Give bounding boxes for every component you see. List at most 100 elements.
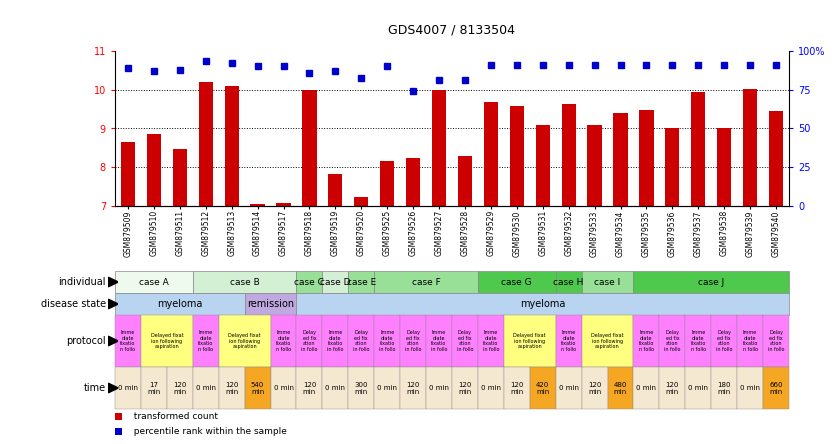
Text: time: time (83, 383, 106, 393)
Bar (607, 367, 634, 409)
Bar (613, 113, 628, 206)
Text: Imme
diate
fixatio
in follo: Imme diate fixatio in follo (483, 330, 499, 352)
Bar (115, 293, 244, 315)
Text: GDS4007 / 8133504: GDS4007 / 8133504 (389, 24, 515, 36)
Bar (555, 367, 581, 409)
Polygon shape (108, 383, 118, 393)
Text: 0 min: 0 min (559, 385, 579, 391)
Bar (711, 367, 737, 409)
Text: 17
min: 17 min (148, 381, 160, 395)
Text: 0 min: 0 min (740, 385, 760, 391)
Text: case H: case H (554, 278, 584, 286)
Bar (478, 315, 504, 367)
Text: 120
min: 120 min (173, 381, 187, 395)
Bar (432, 90, 446, 206)
Bar (691, 92, 706, 206)
Bar (426, 315, 452, 367)
Bar (426, 367, 452, 409)
Text: Imme
diate
fixatio
n follo: Imme diate fixatio n follo (276, 330, 291, 352)
Text: case E: case E (347, 278, 376, 286)
Bar (302, 90, 317, 206)
Text: 120
min: 120 min (666, 381, 679, 395)
Bar (147, 134, 161, 206)
Bar (634, 315, 660, 367)
Bar (763, 315, 789, 367)
Text: Imme
diate
fixatio
n follo: Imme diate fixatio n follo (742, 330, 758, 352)
Bar (581, 315, 634, 367)
Bar (374, 315, 400, 367)
Bar (555, 315, 581, 367)
Bar (711, 315, 737, 367)
Text: percentile rank within the sample: percentile rank within the sample (128, 427, 286, 436)
Bar (329, 174, 343, 206)
Text: 480
min: 480 min (614, 381, 627, 395)
Text: case G: case G (501, 278, 532, 286)
Bar (115, 367, 141, 409)
Text: Delay
ed fix
ation
in follo: Delay ed fix ation in follo (404, 330, 421, 352)
Text: Delayed fixat
ion following
aspiration: Delayed fixat ion following aspiration (150, 333, 183, 349)
Bar (374, 271, 478, 293)
Text: 540
min: 540 min (251, 381, 264, 395)
Bar (634, 367, 660, 409)
Text: case D: case D (320, 278, 350, 286)
Bar (686, 315, 711, 367)
Text: 0 min: 0 min (274, 385, 294, 391)
Text: Imme
diate
fixatio
n follo: Imme diate fixatio n follo (198, 330, 214, 352)
Text: Delayed fixat
ion following
aspiration: Delayed fixat ion following aspiration (514, 333, 546, 349)
Text: Delayed fixat
ion following
aspiration: Delayed fixat ion following aspiration (229, 333, 261, 349)
Text: 120
min: 120 min (303, 381, 316, 395)
Bar (634, 271, 789, 293)
Bar (581, 367, 607, 409)
Bar (244, 367, 270, 409)
Bar (535, 125, 550, 206)
Bar (763, 367, 789, 409)
Text: myeloma: myeloma (520, 299, 565, 309)
Text: Imme
diate
fixatio
n follo: Imme diate fixatio n follo (561, 330, 576, 352)
Bar (276, 203, 290, 206)
Bar (323, 315, 349, 367)
Text: 180
min: 180 min (717, 381, 731, 395)
Bar (173, 149, 187, 206)
Text: Delay
ed fix
ation
in follo: Delay ed fix ation in follo (301, 330, 318, 352)
Bar (737, 367, 763, 409)
Bar (640, 110, 654, 206)
Bar (484, 102, 498, 206)
Bar (769, 111, 783, 206)
Bar (406, 158, 420, 206)
Bar (270, 315, 296, 367)
Bar (581, 271, 634, 293)
Text: 120
min: 120 min (588, 381, 601, 395)
Bar (296, 315, 323, 367)
Text: 0 min: 0 min (118, 385, 138, 391)
Text: transformed count: transformed count (128, 412, 218, 421)
Bar (587, 125, 601, 206)
Text: 120
min: 120 min (458, 381, 472, 395)
Text: disease state: disease state (41, 299, 106, 309)
Text: 0 min: 0 min (688, 385, 708, 391)
Polygon shape (108, 299, 118, 309)
Bar (167, 367, 193, 409)
Text: remission: remission (247, 299, 294, 309)
Bar (504, 367, 530, 409)
Text: case A: case A (139, 278, 168, 286)
Bar (219, 315, 270, 367)
Bar (686, 367, 711, 409)
Bar (323, 367, 349, 409)
Bar (380, 162, 394, 206)
Bar (400, 367, 426, 409)
Text: individual: individual (58, 277, 106, 287)
Text: case B: case B (229, 278, 259, 286)
Bar (354, 198, 369, 206)
Bar (244, 293, 296, 315)
Bar (660, 367, 686, 409)
Text: Delay
ed fix
ation
in follo: Delay ed fix ation in follo (457, 330, 473, 352)
Text: Delay
ed fix
ation
in follo: Delay ed fix ation in follo (716, 330, 732, 352)
Bar (193, 367, 219, 409)
Bar (115, 271, 193, 293)
Bar (555, 271, 581, 293)
Bar (115, 315, 141, 367)
Text: 420
min: 420 min (536, 381, 550, 395)
Text: Imme
diate
fixatio
in follo: Imme diate fixatio in follo (431, 330, 447, 352)
Bar (198, 82, 213, 206)
Bar (478, 271, 555, 293)
